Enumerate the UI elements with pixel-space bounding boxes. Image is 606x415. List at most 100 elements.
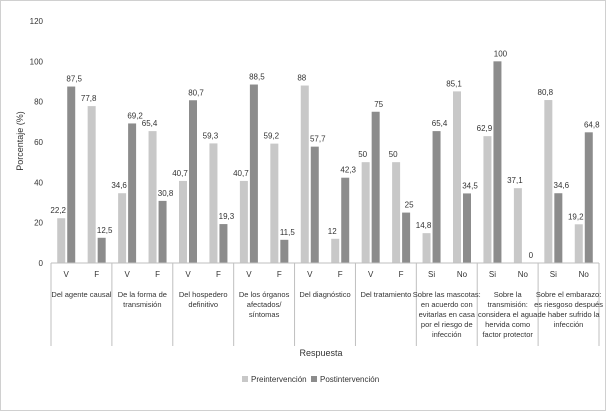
x-category-label: Sobre la transmisión: considera el agua her…	[478, 290, 538, 339]
x-category-label: Del diagnóstico	[299, 290, 350, 299]
bar-label-post: 88,5	[249, 73, 265, 82]
bar-label-post: 30,8	[158, 189, 174, 198]
bar-pre	[422, 233, 431, 263]
legend-swatch-post	[311, 376, 317, 382]
bar-label-pre: 50	[389, 150, 398, 159]
bar-pre	[453, 91, 461, 263]
bar-post	[249, 84, 258, 264]
x-sub-label: V	[246, 270, 252, 279]
bar-pre	[300, 85, 309, 264]
bar-label-post: 100	[494, 49, 508, 58]
bar-label-post: 19,3	[219, 212, 235, 221]
bar-label-pre: 65,4	[142, 119, 158, 128]
bar-pre	[209, 143, 218, 263]
bar-label-post: 80,7	[188, 88, 204, 97]
bar-post	[554, 193, 563, 263]
x-sub-label: F	[338, 270, 343, 279]
bar-pre	[118, 193, 127, 263]
x-sub-label: V	[185, 270, 191, 279]
bar-label-post: 0	[529, 251, 534, 260]
x-sub-label: V	[64, 270, 70, 279]
x-category-label: De los órganos afectados/síntomas	[239, 290, 290, 319]
bar-label-pre: 19,2	[568, 212, 584, 221]
bar-label-pre: 62,9	[477, 124, 493, 133]
bar-label-pre: 85,1	[446, 79, 462, 88]
bar-label-pre: 50	[358, 150, 367, 159]
bar-post	[341, 177, 350, 263]
bar-pre	[392, 162, 401, 263]
bar-label-pre: 80,8	[538, 88, 554, 97]
x-sub-label: Si	[550, 270, 557, 279]
x-sub-label: F	[399, 270, 404, 279]
bar-label-post: 25	[405, 201, 414, 210]
x-sub-label: Si	[428, 270, 435, 279]
y-tick-label: 20	[34, 219, 43, 228]
x-sub-label: No	[518, 270, 529, 279]
bar-label-post: 42,3	[340, 166, 356, 175]
bar-label-pre: 40,7	[233, 169, 249, 178]
bar-label-post: 34,6	[554, 181, 570, 190]
x-category-label: Del hospedero definitivo	[179, 290, 228, 309]
bar-pre	[179, 180, 187, 263]
x-category-label: Del tratamiento	[360, 290, 411, 299]
y-tick-label: 80	[34, 98, 43, 107]
x-axis-title: Respuesta	[299, 348, 342, 358]
bar-pre	[361, 162, 370, 263]
bar-post	[158, 200, 167, 263]
bar-label-pre: 77,8	[81, 94, 97, 103]
bar-pre	[513, 188, 522, 263]
axes	[50, 262, 600, 346]
bar-pre	[544, 100, 553, 263]
legend: Preintervención Postintervención	[242, 375, 379, 384]
x-sub-label: Si	[489, 270, 496, 279]
y-axis-ticks: 0 20 40 60 80 100 120	[30, 17, 44, 268]
bar-post	[67, 86, 76, 264]
bar-post	[432, 131, 441, 263]
bar-label-post: 87,5	[66, 75, 82, 84]
bar-label-pre: 59,2	[264, 132, 280, 141]
bar-post	[371, 111, 380, 263]
bar-label-post: 65,4	[432, 119, 448, 128]
bar-label-pre: 40,7	[172, 169, 188, 178]
bar-post	[189, 100, 197, 263]
bar-label-pre: 37,1	[507, 176, 523, 185]
bar-label-post: 64,8	[584, 120, 600, 129]
bar-label-post: 57,7	[310, 135, 326, 144]
bar-label-pre: 59,3	[203, 131, 219, 140]
bar-pre	[270, 143, 279, 263]
bar-value-labels: 22,287,577,812,534,669,265,430,840,780,7…	[50, 49, 600, 260]
x-category-label: Sobre las mascotas: en acuerdo con evitarl…	[413, 290, 481, 339]
x-sub-label: V	[124, 270, 130, 279]
bar-post	[584, 132, 593, 263]
bar-label-post: 34,5	[462, 181, 478, 190]
x-category-label: Del agente causal	[51, 290, 111, 299]
bar-label-pre: 34,6	[111, 181, 127, 190]
x-sub-label: V	[368, 270, 374, 279]
bar-label-pre: 12	[328, 227, 337, 236]
bar-post	[219, 224, 228, 263]
bar-post	[402, 212, 411, 263]
y-tick-label: 120	[30, 17, 44, 26]
bar-post	[310, 146, 319, 263]
legend-label-pre: Preintervención	[251, 375, 307, 384]
y-tick-label: 100	[30, 57, 44, 66]
x-sub-label: F	[155, 270, 160, 279]
bar-pre	[239, 180, 248, 263]
bar-post	[128, 123, 137, 264]
legend-swatch-pre	[242, 376, 248, 382]
bar-pre	[148, 131, 157, 263]
x-category-label: Sobre el embarazo: es riesgoso después de …	[534, 290, 603, 329]
x-sub-label: V	[307, 270, 313, 279]
bar-label-post: 69,2	[127, 111, 143, 120]
x-category-label: De la forma de transmisión	[118, 290, 167, 309]
y-tick-label: 40	[34, 178, 43, 187]
bar-post	[97, 237, 106, 263]
bars	[57, 61, 593, 264]
bar-label-post: 12,5	[97, 226, 113, 235]
bar-post	[463, 193, 471, 263]
x-sub-label: F	[216, 270, 221, 279]
bar-label-pre: 14,8	[416, 221, 432, 230]
bar-label-pre: 22,2	[50, 206, 66, 215]
